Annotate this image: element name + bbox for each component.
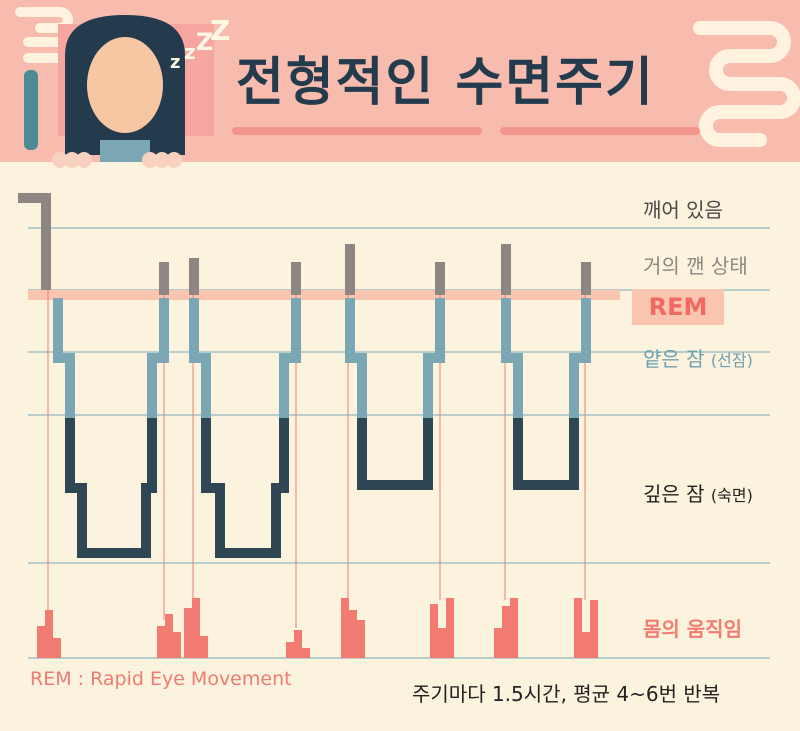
stage-label-deep: 깊은 잠 (숙면) xyxy=(643,478,753,507)
zzz-2: z xyxy=(184,40,196,64)
cloud-right xyxy=(693,21,800,147)
light-sleep-text: 얕은 잠 xyxy=(643,347,705,371)
light-sleep-note: (선잠) xyxy=(710,351,753,370)
zzz-3: Z xyxy=(196,28,214,56)
rem-band xyxy=(28,290,620,300)
hypnogram-deep-segments xyxy=(65,418,579,558)
deep-sleep-note: (숙면) xyxy=(710,486,753,505)
title-underline-right xyxy=(500,127,700,135)
body-movement-bars xyxy=(37,598,598,658)
deep-sleep-text: 깊은 잠 xyxy=(643,482,705,506)
stage-label-near-awake: 거의 깬 상태 xyxy=(643,254,748,278)
title-underline-left xyxy=(232,127,482,135)
sleeping-person-icon xyxy=(52,15,214,168)
cycle-summary: 주기마다 1.5시간, 평균 4~6번 반복 xyxy=(412,682,721,706)
stage-label-movement: 몸의 움직임 xyxy=(643,617,742,641)
hypnogram-awake-segments xyxy=(18,193,591,295)
stage-label-awake: 깨어 있음 xyxy=(643,198,723,222)
bedpost-icon xyxy=(24,70,38,150)
zzz-1: z xyxy=(170,52,181,73)
hypnogram-light-segments xyxy=(53,298,591,420)
page-title: 전형적인 수면주기 xyxy=(236,53,655,113)
stage-label-light: 얕은 잠 (선잠) xyxy=(643,343,753,372)
stage-label-rem: REM xyxy=(632,289,724,325)
rem-definition: REM : Rapid Eye Movement xyxy=(30,668,292,690)
zzz-4: Z xyxy=(210,14,231,47)
